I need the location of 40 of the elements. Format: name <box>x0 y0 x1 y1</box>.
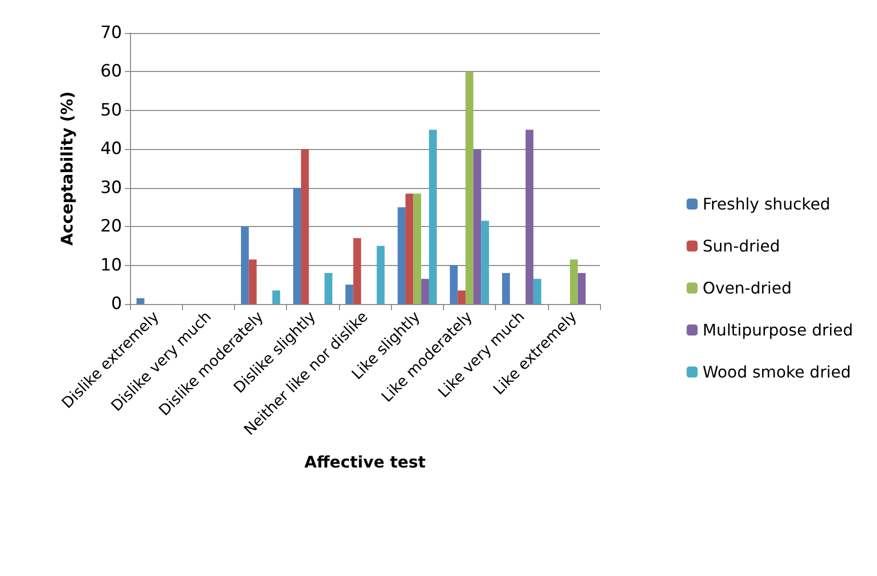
bar <box>301 149 309 304</box>
bar <box>324 273 332 304</box>
bar <box>240 226 249 304</box>
x-axis-title: Affective test <box>304 452 426 472</box>
bar <box>405 194 414 304</box>
bar <box>398 207 406 304</box>
bar <box>136 298 144 304</box>
bar <box>458 290 466 304</box>
bar <box>421 278 429 304</box>
y-tick-label: 0 <box>111 294 122 314</box>
y-tick-label: 60 <box>100 62 122 82</box>
bar <box>473 149 482 304</box>
bar <box>293 188 302 304</box>
y-tick-label: 30 <box>100 178 122 198</box>
bar <box>466 72 474 304</box>
bar <box>376 246 385 304</box>
y-tick-label: 20 <box>100 216 122 237</box>
bar <box>570 259 578 304</box>
bar <box>481 220 490 304</box>
bar <box>428 130 437 304</box>
bar <box>248 259 257 304</box>
legend-label: Freshly shucked <box>702 194 830 214</box>
bar <box>353 238 362 304</box>
y-tick-label: 50 <box>100 100 122 120</box>
y-tick-label: 70 <box>100 23 122 43</box>
bar <box>578 273 586 304</box>
bar <box>272 290 280 304</box>
y-tick-label: 10 <box>100 255 122 276</box>
legend-label: Multipurpose dried <box>702 320 853 340</box>
legend-label: Oven-dried <box>702 278 792 298</box>
bar <box>413 194 422 304</box>
bar <box>526 130 534 304</box>
bar <box>450 265 458 304</box>
legend-label: Wood smoke dried <box>702 362 851 382</box>
bar <box>345 284 354 304</box>
bar <box>533 278 542 304</box>
y-axis-title: Acceptability (%) <box>58 91 76 246</box>
bar <box>502 273 510 304</box>
y-tick-label: 40 <box>100 139 122 160</box>
legend-label: Sun-dried <box>702 236 780 256</box>
